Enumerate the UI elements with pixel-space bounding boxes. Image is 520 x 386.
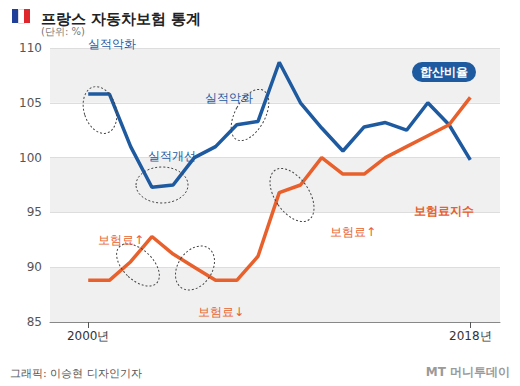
svg-text:실적악화: 실적악화 [205, 91, 253, 105]
svg-text:합산비율: 합산비율 [420, 65, 468, 79]
svg-text:그래픽: 이승현 디자인기자: 그래픽: 이승현 디자인기자 [10, 367, 142, 380]
svg-text:보험료↑: 보험료↑ [330, 225, 376, 239]
svg-text:2000년: 2000년 [67, 329, 110, 343]
svg-text:105: 105 [19, 96, 42, 110]
svg-text:100: 100 [19, 151, 42, 165]
svg-text:실적악화: 실적악화 [88, 37, 136, 51]
svg-text:프랑스 자동차보험 통계: 프랑스 자동차보험 통계 [41, 9, 202, 28]
svg-text:90: 90 [27, 260, 42, 274]
svg-text:85: 85 [27, 315, 42, 329]
svg-text:보험료↑: 보험료↑ [98, 233, 144, 247]
svg-text:보험료지수: 보험료지수 [414, 204, 474, 218]
svg-text:95: 95 [27, 205, 42, 219]
svg-text:110: 110 [19, 41, 42, 55]
svg-text:2018년: 2018년 [449, 329, 492, 343]
svg-text:MT 머니투데이: MT 머니투데이 [426, 365, 510, 379]
svg-text:(단위: %): (단위: %) [41, 26, 85, 37]
svg-text:보험료↓: 보험료↓ [198, 305, 244, 319]
svg-text:실적개선: 실적개선 [148, 149, 196, 163]
